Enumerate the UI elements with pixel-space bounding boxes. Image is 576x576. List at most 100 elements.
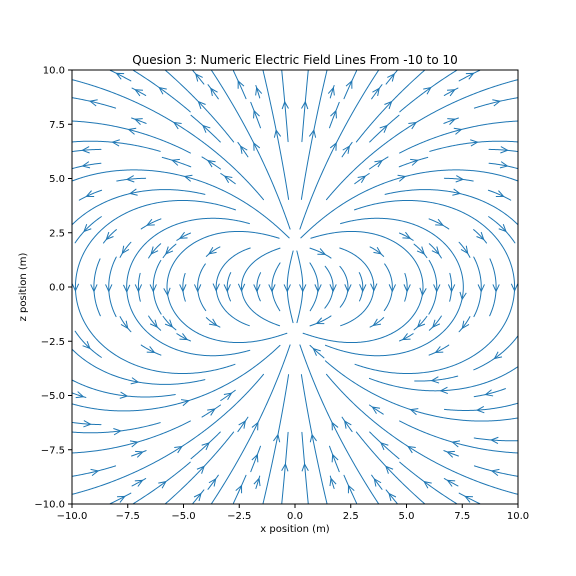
field-line — [237, 141, 249, 158]
field-arrow — [158, 86, 167, 95]
field-line — [296, 250, 304, 324]
field-arrow — [447, 89, 456, 97]
field-line — [232, 70, 247, 100]
field-line — [368, 156, 389, 170]
field-arrow — [453, 127, 463, 135]
field-line — [329, 445, 340, 473]
field-line — [309, 315, 332, 327]
field-line — [72, 465, 117, 477]
field-line — [383, 263, 393, 312]
field-arrow — [371, 406, 381, 414]
field-arrow — [196, 465, 205, 474]
field-arrow — [193, 492, 202, 502]
field-line — [176, 232, 192, 241]
field-line — [262, 374, 290, 504]
y-tick-label: −10.0 — [34, 500, 65, 511]
field-arrow — [410, 158, 419, 166]
field-arrow — [357, 175, 367, 184]
field-arrow — [423, 480, 432, 489]
field-arrow — [388, 492, 397, 502]
field-arrow — [477, 284, 485, 293]
field-arrow — [439, 386, 449, 395]
field-arrow — [128, 188, 138, 196]
field-arrow — [372, 318, 382, 327]
field-line — [371, 84, 383, 100]
field-line — [398, 156, 429, 168]
x-tick-label: −10.0 — [57, 511, 88, 522]
field-arrow — [223, 175, 233, 184]
field-line — [148, 315, 162, 331]
field-line — [72, 120, 191, 154]
field-line — [309, 247, 332, 259]
field-arrow — [251, 421, 259, 431]
field-line — [281, 431, 289, 504]
field-line — [473, 335, 518, 371]
field-line — [197, 263, 207, 312]
field-line — [369, 317, 385, 328]
field-line — [368, 366, 518, 392]
y-tick-label: 7.5 — [49, 120, 65, 131]
field-arrow — [309, 433, 317, 443]
field-arrow — [253, 477, 261, 487]
field-arrow — [476, 231, 485, 241]
field-arrow — [206, 159, 216, 168]
field-arrow — [330, 109, 337, 119]
field-arrow — [329, 477, 337, 487]
field-arrow — [83, 224, 92, 233]
field-arrow — [90, 468, 100, 477]
field-line — [324, 265, 334, 309]
field-line — [109, 70, 132, 82]
field-arrow — [452, 188, 462, 196]
field-arrow — [81, 161, 91, 169]
field-line — [300, 169, 518, 239]
field-arrow — [498, 224, 507, 233]
field-arrow — [127, 127, 137, 135]
field-arrow — [397, 174, 407, 182]
field-arrow — [150, 246, 159, 255]
field-arrow — [464, 495, 473, 503]
field-arrow — [172, 121, 182, 130]
field-arrow — [117, 495, 126, 503]
field-arrow — [197, 100, 206, 110]
field-line — [192, 489, 205, 504]
field-arrow — [202, 124, 211, 133]
field-line — [399, 70, 458, 113]
field-arrow — [90, 284, 98, 293]
field-arrow — [201, 442, 210, 451]
field-line — [126, 217, 251, 357]
field-line — [443, 402, 518, 411]
field-line — [473, 256, 482, 318]
field-line — [358, 272, 364, 302]
field-arrow — [183, 174, 193, 182]
field-line — [404, 272, 408, 302]
field-arrow — [380, 442, 389, 451]
field-line — [429, 140, 518, 152]
field-arrow — [174, 445, 183, 454]
field-arrow — [331, 453, 339, 463]
field-arrow — [239, 145, 248, 154]
field-arrow — [237, 79, 245, 89]
field-arrow — [75, 391, 85, 399]
field-arrow — [408, 121, 418, 130]
field-arrow — [388, 284, 397, 293]
field-arrow — [135, 450, 144, 458]
field-line — [443, 177, 474, 182]
field-line — [399, 420, 518, 454]
y-axis-label: z position (m) — [18, 253, 29, 322]
field-arrow — [149, 284, 157, 293]
field-line — [116, 177, 147, 182]
field-line — [473, 229, 488, 244]
field-arrow — [210, 87, 218, 97]
field-line — [190, 431, 221, 460]
field-line — [369, 246, 385, 257]
field-line — [72, 379, 176, 398]
field-arrow — [416, 246, 425, 255]
field-arrow — [495, 190, 505, 197]
field-line — [354, 199, 516, 375]
field-line — [72, 79, 265, 201]
field-line — [385, 70, 398, 85]
y-tick-label: 10.0 — [43, 66, 65, 77]
field-arrow — [475, 406, 485, 414]
field-arrow — [179, 284, 187, 293]
field-arrow — [465, 72, 475, 80]
